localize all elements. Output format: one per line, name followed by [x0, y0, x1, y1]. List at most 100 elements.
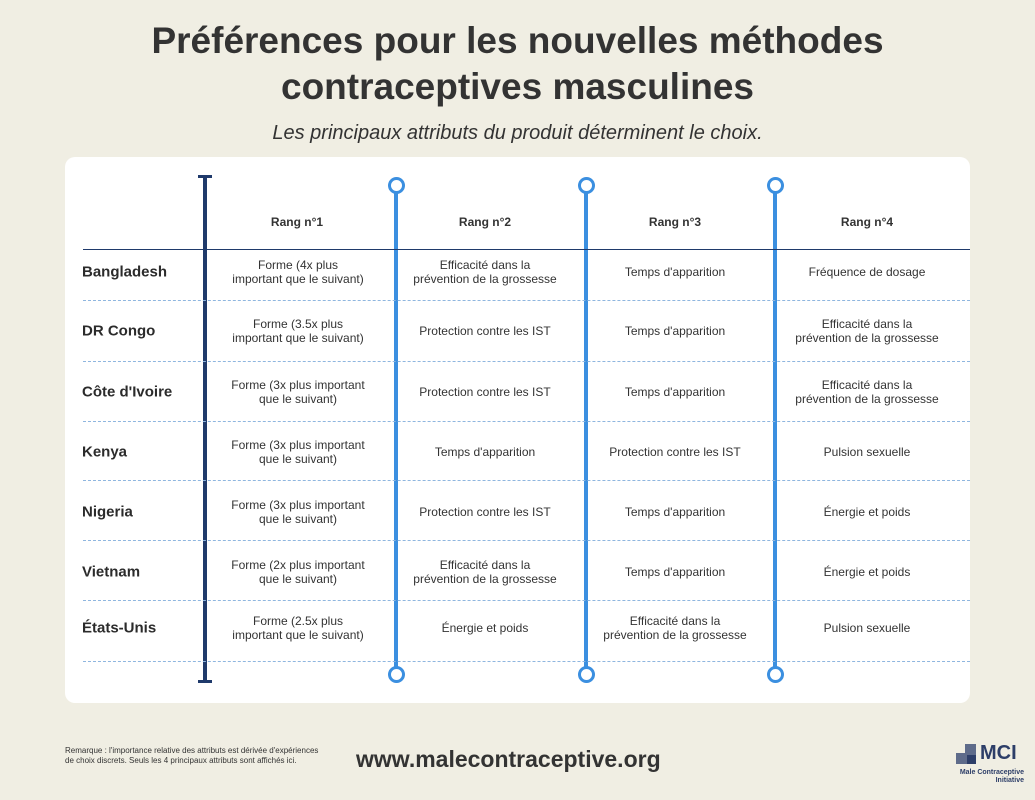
timeline-node-bottom-rank-4 [767, 666, 784, 683]
table-cell-rank-2: Énergie et poids [400, 621, 570, 635]
column-header-rank-4: Rang n°4 [840, 215, 894, 229]
table-cell-line: prévention de la grossesse [795, 392, 939, 406]
table-cell-rank-2: Protection contre les IST [400, 385, 570, 399]
table-cell-rank-4: Pulsion sexuelle [782, 445, 952, 459]
timeline-node-top-rank-2 [388, 177, 405, 194]
table-cell-line: Énergie et poids [823, 565, 911, 579]
timeline-node-top-rank-3 [578, 177, 595, 194]
timeline-node-top-rank-4 [767, 177, 784, 194]
row-divider [83, 361, 970, 362]
table-cell-rank-3: Temps d'apparition [590, 565, 760, 579]
table-cell-line: Protection contre les IST [419, 505, 551, 519]
column-header-rank-2: Rang n°2 [458, 215, 512, 229]
table-cell-line: Forme (2x plus important [231, 558, 365, 572]
table-cell-rank-1: Forme (3x plus important que le suivant) [213, 378, 383, 406]
table-cell-line: Efficacité dans la [629, 614, 721, 628]
title-line-1: Préférences pour les nouvelles méthodes [151, 20, 884, 61]
column-header-rank-1: Rang n°1 [270, 215, 324, 229]
country-label: Nigeria [82, 503, 133, 521]
table-cell-rank-3: Temps d'apparition [590, 505, 760, 519]
table-cell-line: que le suivant) [258, 512, 338, 526]
table-cell-rank-2: Temps d'apparition [400, 445, 570, 459]
mci-logo-subtitle-line-2: Initiative [995, 777, 1024, 784]
page-title: Préférences pour les nouvelles méthodes … [0, 18, 1035, 110]
table-cell-line: Protection contre les IST [419, 385, 551, 399]
table-cell-line: important que le suivant) [232, 628, 364, 642]
table-cell-line: que le suivant) [258, 452, 338, 466]
table-cell-rank-4: Pulsion sexuelle [782, 621, 952, 635]
table-cell-line: que le suivant) [258, 572, 338, 586]
table-cell-line: Temps d'apparition [434, 445, 536, 459]
table-cell-line: Temps d'apparition [624, 565, 726, 579]
footnote-line-2: de choix discrets. Seuls les 4 principau… [65, 756, 297, 765]
timeline-line-rank-2 [394, 185, 398, 675]
table-cell-rank-2: Protection contre les IST [400, 324, 570, 338]
table-cell-rank-3: Protection contre les IST [590, 445, 760, 459]
table-cell-line: Énergie et poids [441, 621, 529, 635]
table-cell-line: Protection contre les IST [419, 324, 551, 338]
table-cell-rank-1: Forme (3x plus important que le suivant) [213, 438, 383, 466]
table-cell-rank-3: Temps d'apparition [590, 265, 760, 279]
page-subtitle: Les principaux attributs du produit déte… [272, 122, 763, 144]
table-cell-line: prévention de la grossesse [413, 272, 557, 286]
table-cell-rank-1: Forme (2x plus important que le suivant) [213, 558, 383, 586]
table-cell-rank-4: Fréquence de dosage [782, 265, 952, 279]
table-cell-rank-4: Énergie et poids [782, 505, 952, 519]
timeline-node-bottom-rank-3 [578, 666, 595, 683]
timeline-line-rank-1 [203, 176, 207, 681]
country-label: Côte d'Ivoire [82, 383, 173, 401]
country-label: Kenya [82, 443, 128, 461]
table-cell-rank-4: Efficacité dans la prévention de la gross… [782, 378, 952, 406]
table-cell-line: Forme (3x plus important [231, 438, 365, 452]
table-cell-line: Forme (3x plus important [231, 498, 365, 512]
country-label: DR Congo [82, 322, 156, 340]
row-divider [83, 661, 970, 662]
row-divider [83, 480, 970, 481]
ranking-table-card: Rang n°1 Rang n°2 Rang n°3 Rang n°4 Bang… [65, 157, 970, 703]
table-cell-line: Temps d'apparition [624, 324, 726, 338]
table-cell-line: Efficacité dans la [439, 558, 531, 572]
table-cell-line: important que le suivant) [232, 272, 364, 286]
timeline-cap-bottom [198, 680, 212, 683]
table-cell-line: Forme (3x plus important [231, 378, 365, 392]
table-cell-rank-4: Efficacité dans la prévention de la gross… [782, 317, 952, 345]
column-header-rank-3: Rang n°3 [648, 215, 702, 229]
table-cell-rank-2: Efficacité dans la prévention de la gross… [400, 558, 570, 586]
table-cell-rank-1: Forme (2.5x plus important que le suivant… [213, 614, 383, 642]
table-cell-rank-1: Forme (4x plus important que le suivant) [213, 258, 383, 286]
table-cell-line: prévention de la grossesse [413, 572, 557, 586]
table-cell-line: Temps d'apparition [624, 385, 726, 399]
table-cell-rank-3: Efficacité dans la prévention de la gross… [590, 614, 760, 642]
table-cell-line: Forme (4x plus [257, 258, 339, 272]
table-cell-line: Fréquence de dosage [808, 265, 926, 279]
table-cell-rank-2: Efficacité dans la prévention de la gross… [400, 258, 570, 286]
table-cell-rank-3: Temps d'apparition [590, 324, 760, 338]
timeline-line-rank-3 [584, 185, 588, 675]
table-cell-line: Pulsion sexuelle [823, 621, 911, 635]
country-label: Bangladesh [82, 263, 168, 281]
table-cell-rank-1: Forme (3.5x plus important que le suivant… [213, 317, 383, 345]
table-cell-line: Temps d'apparition [624, 505, 726, 519]
footnote: Remarque : l'importance relative des att… [65, 746, 345, 766]
table-cell-rank-2: Protection contre les IST [400, 505, 570, 519]
table-cell-line: Énergie et poids [823, 505, 911, 519]
table-cell-line: prévention de la grossesse [795, 331, 939, 345]
table-cell-rank-4: Énergie et poids [782, 565, 952, 579]
table-cell-line: Efficacité dans la [821, 317, 913, 331]
mci-logo-subtitle-line-1: Male Contraceptive [959, 769, 1024, 776]
table-cell-rank-1: Forme (3x plus important que le suivant) [213, 498, 383, 526]
row-divider [83, 421, 970, 422]
website-link[interactable]: www.malecontraceptive.org [356, 746, 661, 772]
table-cell-line: Pulsion sexuelle [823, 445, 911, 459]
table-cell-line: prévention de la grossesse [603, 628, 747, 642]
header-divider [83, 249, 970, 250]
timeline-node-bottom-rank-2 [388, 666, 405, 683]
country-label: États-Unis [82, 619, 157, 637]
mci-logo-subtitle: Male Contraceptive Initiative [950, 769, 1024, 785]
row-divider [83, 600, 970, 601]
table-cell-line: important que le suivant) [232, 331, 364, 345]
table-cell-line: Efficacité dans la [821, 378, 913, 392]
row-divider [83, 300, 970, 301]
mci-logo-text: MCI [980, 742, 1017, 764]
table-cell-line: Protection contre les IST [609, 445, 741, 459]
